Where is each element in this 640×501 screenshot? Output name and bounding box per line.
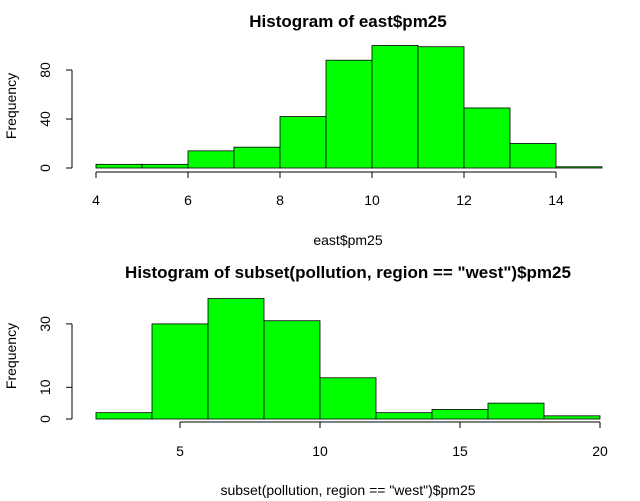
histogram-bar xyxy=(95,163,143,169)
histogram-bar xyxy=(279,116,327,169)
x-tick-label: 6 xyxy=(184,192,192,208)
chart-title: Histogram of subset(pollution, region ==… xyxy=(125,263,571,282)
y-tick-label: 40 xyxy=(37,111,53,127)
y-tick-label: 30 xyxy=(37,316,53,332)
histogram-bar xyxy=(233,146,281,169)
y-axis-label: Frequency xyxy=(3,73,19,139)
histogram-bar xyxy=(375,412,433,420)
x-tick-label: 14 xyxy=(548,192,564,208)
histogram-bar xyxy=(555,166,603,169)
x-tick-label: 12 xyxy=(456,192,472,208)
y-tick-label: 0 xyxy=(37,164,53,172)
y-axis-label: Frequency xyxy=(3,323,19,389)
y-tick-label: 10 xyxy=(37,379,53,395)
x-axis: 4 6 8 10 12 14 xyxy=(92,171,564,208)
histogram-bar xyxy=(187,150,235,169)
histogram-bar xyxy=(207,298,265,420)
x-tick-label: 4 xyxy=(92,192,100,208)
y-tick-label: 0 xyxy=(37,415,53,423)
histogram-bar xyxy=(509,143,557,169)
histogram-bar xyxy=(463,107,511,169)
x-tick-label: 20 xyxy=(592,443,608,459)
histogram-bar xyxy=(95,412,153,420)
x-axis-label: subset(pollution, region == "west")$pm25 xyxy=(220,482,475,498)
x-tick-label: 15 xyxy=(452,443,468,459)
histogram-east-panel: Histogram of east$pm25 east$pm25 Frequen… xyxy=(3,12,603,248)
histogram-bar xyxy=(487,402,545,420)
histogram-west-panel: Histogram of subset(pollution, region ==… xyxy=(3,263,608,498)
x-tick-label: 5 xyxy=(176,443,184,459)
histogram-bar xyxy=(319,377,377,420)
y-tick-label: 80 xyxy=(37,62,53,78)
histogram-bar xyxy=(141,163,189,169)
histogram-bar xyxy=(325,59,373,169)
histogram-bar xyxy=(371,45,419,169)
bars-group xyxy=(95,45,603,169)
chart-title: Histogram of east$pm25 xyxy=(249,12,446,31)
bars-group xyxy=(95,298,601,420)
histogram-bar xyxy=(263,320,321,420)
histogram-bar xyxy=(151,323,209,420)
histogram-bar xyxy=(417,46,465,169)
x-tick-label: 10 xyxy=(312,443,328,459)
y-axis: 0 10 30 xyxy=(37,316,73,423)
y-axis: 0 40 80 xyxy=(37,62,73,172)
histogram-bar xyxy=(543,415,601,420)
x-tick-label: 8 xyxy=(276,192,284,208)
histogram-bar xyxy=(431,409,489,420)
x-axis-label: east$pm25 xyxy=(313,232,382,248)
x-tick-label: 10 xyxy=(364,192,380,208)
x-axis: 5 10 15 20 xyxy=(176,421,608,459)
